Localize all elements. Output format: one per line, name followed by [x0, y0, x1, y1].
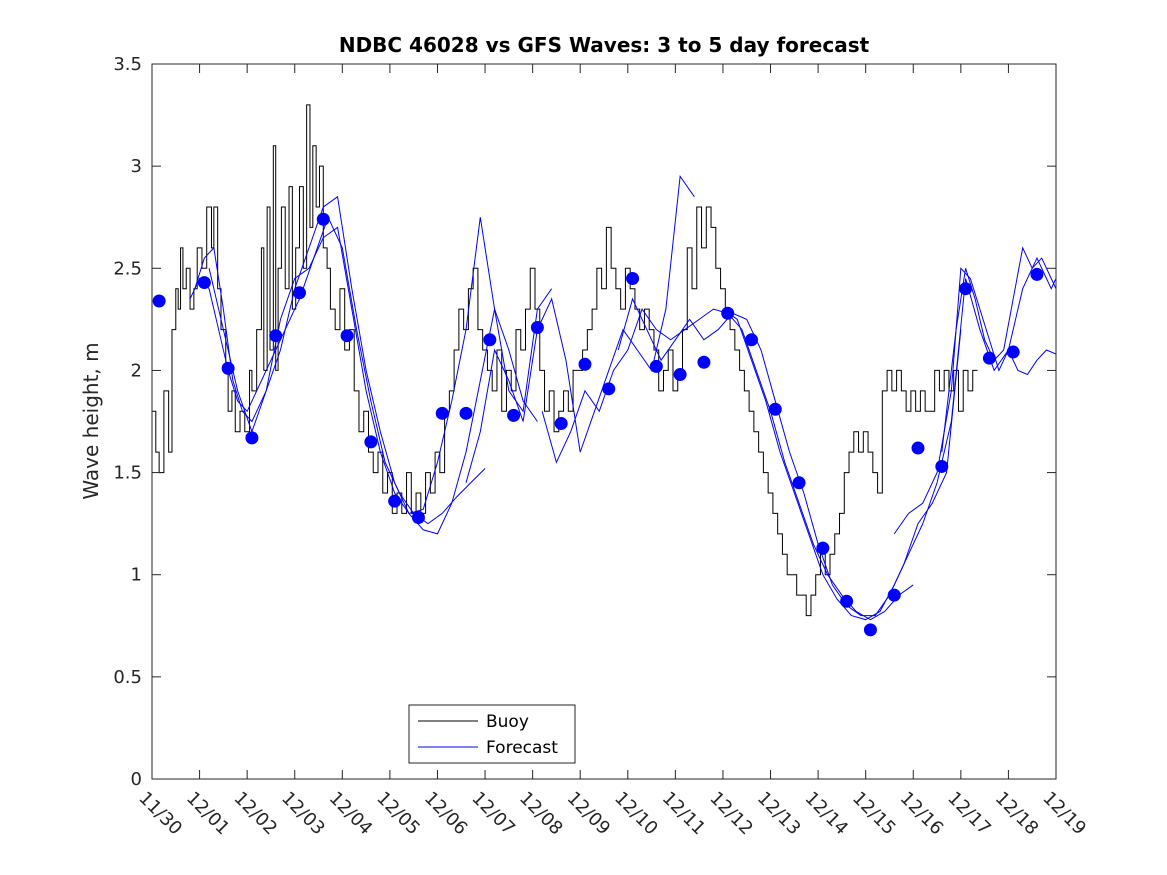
forecast-marker — [602, 382, 615, 395]
forecast-marker — [1007, 346, 1020, 359]
y-tick-label: 1.5 — [113, 463, 142, 484]
forecast-marker — [888, 589, 901, 602]
forecast-marker — [697, 356, 710, 369]
legend: Buoy Forecast — [409, 705, 575, 763]
forecast-marker — [269, 329, 282, 342]
chart-title: NDBC 46028 vs GFS Waves: 3 to 5 day fore… — [339, 33, 870, 57]
forecast-marker — [293, 286, 306, 299]
forecast-marker — [388, 495, 401, 508]
forecast-marker — [816, 542, 829, 555]
forecast-marker — [793, 476, 806, 489]
forecast-marker — [721, 307, 734, 320]
forecast-marker — [912, 442, 925, 455]
forecast-marker — [674, 368, 687, 381]
forecast-marker — [769, 403, 782, 416]
forecast-marker — [317, 213, 330, 226]
forecast-marker — [412, 511, 425, 524]
forecast-marker — [341, 329, 354, 342]
legend-buoy-label: Buoy — [486, 712, 529, 732]
forecast-marker — [507, 409, 520, 422]
forecast-marker — [959, 282, 972, 295]
forecast-marker — [935, 460, 948, 473]
y-tick-label: 2.5 — [113, 258, 142, 279]
forecast-marker — [745, 333, 758, 346]
forecast-marker — [626, 272, 639, 285]
forecast-marker — [483, 333, 496, 346]
plot-area — [152, 64, 1056, 779]
forecast-marker — [555, 417, 568, 430]
y-tick-label: 2 — [131, 360, 142, 381]
y-tick-label: 0.5 — [113, 667, 142, 688]
forecast-marker — [245, 431, 258, 444]
wave-height-chart: NDBC 46028 vs GFS Waves: 3 to 5 day fore… — [0, 0, 1167, 875]
forecast-marker — [650, 360, 663, 373]
forecast-marker — [578, 358, 591, 371]
forecast-marker — [436, 407, 449, 420]
forecast-marker — [531, 321, 544, 334]
forecast-marker — [222, 362, 235, 375]
forecast-marker — [364, 435, 377, 448]
forecast-marker — [840, 595, 853, 608]
y-axis-label: Wave height, m — [79, 342, 103, 499]
forecast-marker — [153, 294, 166, 307]
forecast-marker — [983, 352, 996, 365]
forecast-marker — [198, 276, 211, 289]
forecast-marker — [864, 623, 877, 636]
y-tick-label: 1 — [131, 565, 142, 586]
y-tick-label: 3 — [131, 156, 142, 177]
forecast-marker — [1030, 268, 1043, 281]
y-tick-label: 3.5 — [113, 54, 142, 75]
legend-forecast-label: Forecast — [486, 738, 558, 758]
forecast-marker — [460, 407, 473, 420]
y-tick-label: 0 — [131, 769, 142, 790]
